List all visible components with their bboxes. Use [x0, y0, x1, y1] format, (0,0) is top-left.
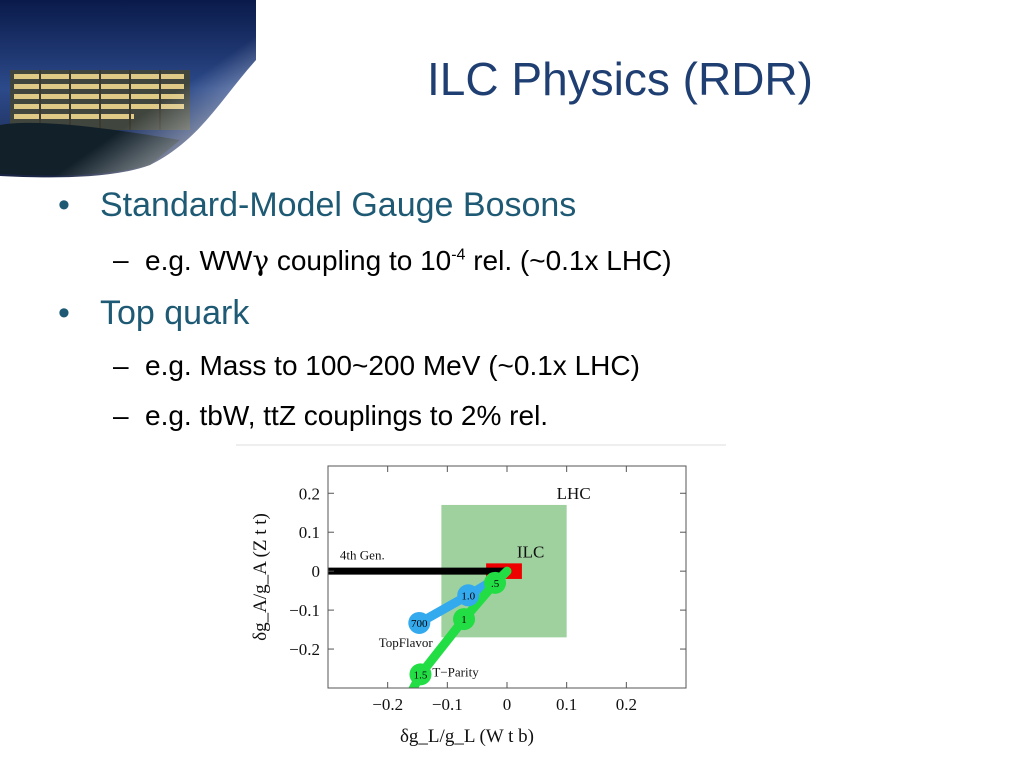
x-tick-label: −0.1	[432, 695, 463, 714]
x-axis-label: δg_L/g_L (W t b)	[400, 726, 534, 747]
series-point	[409, 663, 432, 686]
sub-bullet-mass: – e.g. Mass to 100~200 MeV (~0.1x LHC)	[113, 350, 640, 382]
bullet-standard-model: • Standard-Model Gauge Bosons	[58, 186, 577, 225]
x-tick-label: 0	[503, 695, 512, 714]
x-tick-label: 0.1	[556, 695, 577, 714]
bullet-label: Top quark	[100, 294, 250, 332]
gamma-symbol: γ	[252, 244, 270, 277]
region-label-ilc: ILC	[517, 542, 544, 561]
sub-bullet-wwgamma: – e.g. WWγ coupling to 10-4 rel. (~0.1x …	[113, 244, 672, 277]
y-tick-label: −0.2	[289, 640, 320, 659]
dash-marker: –	[113, 350, 129, 381]
bullet-top-quark: • Top quark	[58, 294, 250, 333]
dash-marker: –	[113, 244, 129, 275]
bullet-label: Standard-Model Gauge Bosons	[100, 186, 577, 224]
building-photo-graphic	[0, 0, 256, 178]
series-point-label: .5	[491, 578, 500, 590]
series-point-label: 1	[461, 614, 467, 626]
sub-bullet-text: rel. (~0.1x LHC)	[465, 245, 672, 276]
y-tick-label: 0	[312, 562, 321, 581]
coupling-chart: 700 1.0 1.5 1.5 −0.2 −0.1 0 0.1 0.2 0.2 0.1 0 −0.1 −0…	[236, 444, 726, 756]
bullet-marker: •	[58, 294, 70, 332]
sub-bullet-text: e.g. Mass to 100~200 MeV (~0.1x LHC)	[145, 350, 640, 381]
series-point	[457, 584, 480, 607]
sub-bullet-couplings: – e.g. tbW, ttZ couplings to 2% rel.	[113, 400, 549, 432]
series-label-t-parity: T−Parity	[432, 664, 479, 679]
series-point-label: 700	[411, 618, 428, 630]
slide-title: ILC Physics (RDR)	[427, 53, 813, 105]
exponent: -4	[451, 246, 466, 264]
series-point-label: 1.5	[414, 669, 428, 681]
series-point	[453, 608, 476, 631]
y-tick-label: −0.1	[289, 601, 320, 620]
y-axis-label: δg_A/g_A (Z t t)	[250, 513, 271, 641]
series-label-topflavor: TopFlavor	[379, 635, 434, 650]
region-label-lhc: LHC	[557, 484, 591, 503]
dash-marker: –	[113, 400, 129, 431]
series-point-label: 1.0	[461, 590, 475, 602]
header-building-photo	[0, 0, 256, 178]
series-label-4th-gen: 4th Gen.	[340, 547, 385, 562]
series-point	[408, 611, 431, 634]
x-tick-label: 0.2	[616, 695, 637, 714]
series-point	[484, 571, 507, 594]
x-tick-label: −0.2	[372, 695, 403, 714]
y-tick-label: 0.1	[299, 523, 320, 542]
sub-bullet-text: coupling to 10	[269, 245, 452, 276]
sub-bullet-text: e.g. WW	[145, 245, 253, 276]
sub-bullet-text: e.g. tbW, ttZ couplings to 2% rel.	[145, 400, 549, 431]
bullet-marker: •	[58, 186, 70, 224]
y-tick-label: 0.2	[299, 484, 320, 503]
